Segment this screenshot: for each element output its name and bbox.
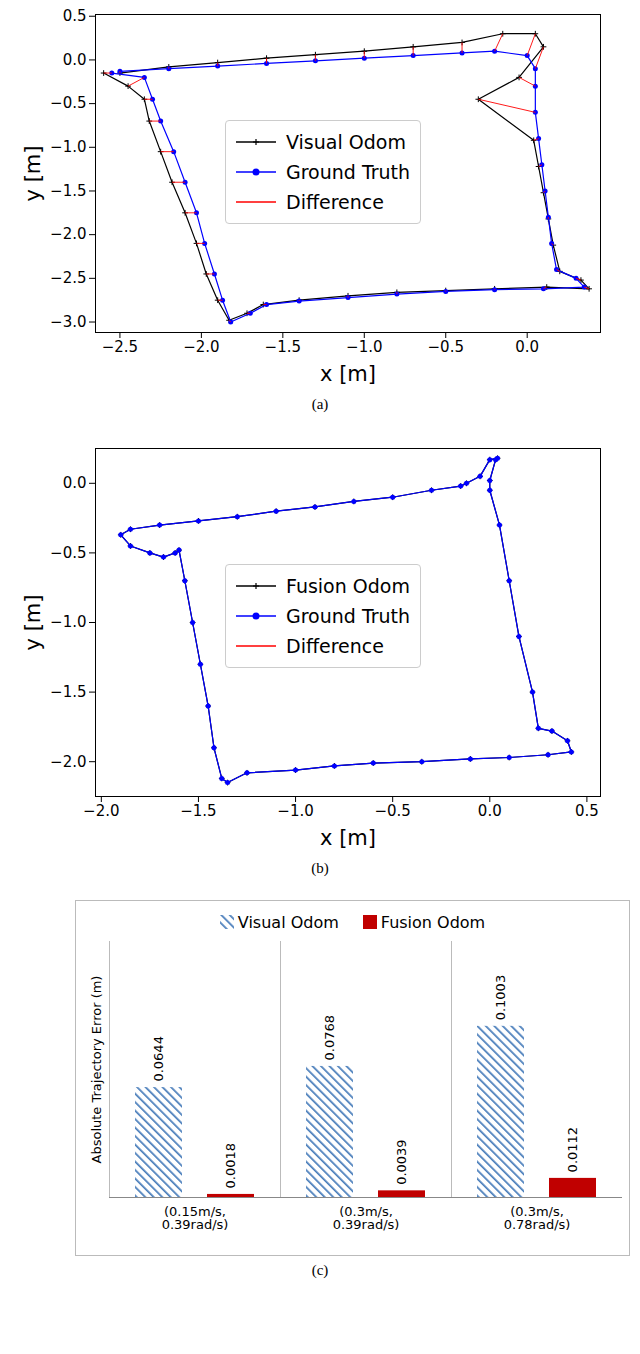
svg-text:−0.5: −0.5: [50, 544, 86, 562]
svg-text:−1.5: −1.5: [265, 338, 301, 356]
html-text:Visual Odom: Visual Odom: [286, 131, 406, 153]
svg-text:−1.0: −1.0: [346, 338, 382, 356]
html-text:Fusion Odom: Fusion Odom: [380, 912, 486, 932]
svg-text:0.0039: 0.0039: [394, 1139, 409, 1185]
svg-text:0.5: 0.5: [63, 7, 87, 25]
svg-text:(0.3m/s,0.78rad/s): (0.3m/s,0.78rad/s): [504, 1204, 571, 1232]
svg-text:Absolute Trajectory Error (m): Absolute Trajectory Error (m): [89, 976, 104, 1164]
svg-text:−0.5: −0.5: [50, 94, 86, 112]
svg-text:−1.5: −1.5: [50, 683, 86, 701]
html-text:(b): (b): [311, 860, 329, 876]
svg-text:−2.5: −2.5: [50, 269, 86, 287]
svg-text:−0.5: −0.5: [428, 338, 464, 356]
svg-text:0.0768: 0.0768: [322, 1015, 337, 1061]
html-text:(c): (c): [311, 1262, 329, 1278]
svg-text:−1.0: −1.0: [50, 613, 86, 631]
svg-text:−0.5: −0.5: [374, 802, 410, 820]
svg-text:0.0: 0.0: [478, 802, 502, 820]
svg-text:x [m]: x [m]: [320, 362, 376, 386]
html-text:Ground Truth: Ground Truth: [286, 605, 411, 627]
html-text:Difference: Difference: [286, 635, 384, 657]
svg-text:−2.0: −2.0: [50, 753, 86, 771]
svg-text:−1.5: −1.5: [50, 182, 86, 200]
html-text:Visual Odom: Visual Odom: [237, 912, 339, 932]
svg-text:0.0: 0.0: [515, 338, 539, 356]
svg-text:0.5: 0.5: [575, 802, 599, 820]
svg-text:0.0: 0.0: [63, 474, 87, 492]
svg-text:0.0: 0.0: [63, 51, 87, 69]
svg-text:−2.5: −2.5: [102, 338, 138, 356]
svg-text:−2.0: −2.0: [50, 225, 86, 243]
svg-text:0.1003: 0.1003: [493, 975, 508, 1021]
svg-text:−1.0: −1.0: [277, 802, 313, 820]
svg-text:0.0112: 0.0112: [565, 1127, 580, 1173]
svg-text:(0.15m/s,0.39rad/s): (0.15m/s,0.39rad/s): [162, 1204, 229, 1232]
svg-text:−2.0: −2.0: [183, 338, 219, 356]
html-text:Difference: Difference: [286, 191, 384, 213]
svg-text:−1.5: −1.5: [180, 802, 216, 820]
svg-text:−3.0: −3.0: [50, 313, 86, 331]
html-text:Fusion Odom: Fusion Odom: [286, 575, 410, 597]
html-text:Ground Truth: Ground Truth: [286, 161, 411, 183]
svg-text:−2.0: −2.0: [83, 802, 119, 820]
svg-text:y [m]: y [m]: [21, 146, 45, 202]
svg-text:(0.3m/s,0.39rad/s): (0.3m/s,0.39rad/s): [333, 1204, 400, 1232]
svg-text:0.0018: 0.0018: [223, 1143, 238, 1189]
svg-text:−1.0: −1.0: [50, 138, 86, 156]
svg-text:y [m]: y [m]: [21, 595, 45, 651]
html-text:(a): (a): [311, 396, 329, 412]
svg-text:x [m]: x [m]: [320, 826, 376, 850]
svg-text:0.0644: 0.0644: [151, 1036, 166, 1082]
